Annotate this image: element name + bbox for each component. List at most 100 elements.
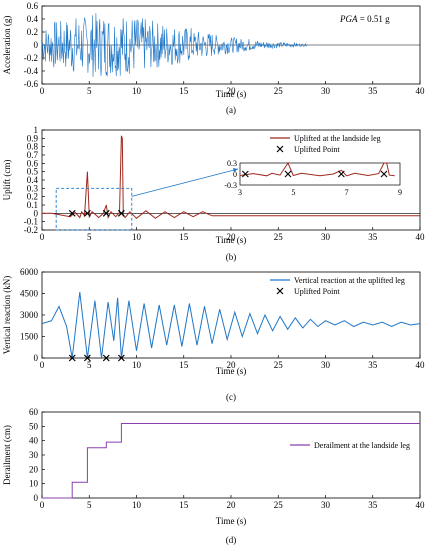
inset-uplift-marker <box>380 170 388 178</box>
y-tick-label: 0.7 <box>27 150 39 160</box>
x-tick-label: 5 <box>87 232 92 242</box>
zoom-arrow <box>131 168 239 197</box>
x-tick-label: 10 <box>132 232 142 242</box>
series-line <box>41 292 421 359</box>
x-tick-label: 10 <box>132 86 142 96</box>
y-axis-label: Uplift (cm) <box>2 160 12 201</box>
y-tick-label: 0.5 <box>27 167 39 177</box>
x-axis-label: Time (s) <box>216 235 246 245</box>
panel-label: (a) <box>226 105 236 115</box>
y-tick-label: 0.2 <box>27 27 38 37</box>
uplift-marker <box>102 354 110 362</box>
x-tick-label: 15 <box>179 232 189 242</box>
y-tick-label: -0.1 <box>24 217 38 227</box>
inset-y-tick-label: 0.3 <box>227 159 237 168</box>
y-tick-label: 0.6 <box>27 1 39 11</box>
legend-label: Derailment at the landside leg <box>314 441 410 450</box>
y-tick-label: 20 <box>29 464 39 474</box>
panel-label: (c) <box>226 392 236 402</box>
inset-uplift-marker <box>241 170 249 178</box>
series-line <box>42 423 420 499</box>
uplift-marker <box>83 354 91 362</box>
zoom-box <box>55 187 133 231</box>
pga-value: = 0.51 g <box>358 14 391 24</box>
y-tick-label: -0.6 <box>24 79 39 89</box>
x-axis-label: Time (s) <box>216 516 246 526</box>
inset-series-line <box>239 161 395 177</box>
x-tick-label: 25 <box>274 360 284 370</box>
x-tick-label: 20 <box>227 360 237 370</box>
x-tick-label: 35 <box>368 86 378 96</box>
y-tick-label: 0 <box>34 208 39 218</box>
legend-label: Uplifted at the landside leg <box>294 134 381 143</box>
uplift-marker <box>102 209 110 217</box>
y-tick-label: 0.4 <box>27 14 39 24</box>
y-tick-label: -0.2 <box>24 53 38 63</box>
inset-uplift-marker <box>284 170 292 178</box>
x-tick-label: 35 <box>368 360 378 370</box>
uplift-marker <box>117 354 125 362</box>
x-tick-label: 40 <box>416 500 426 510</box>
y-axis-label: Vertical reaction (kN) <box>2 276 12 354</box>
y-tick-label: 4500 <box>20 289 39 299</box>
zoom-arrow-head <box>233 168 238 172</box>
legend-label: Vertical reaction at the uplifted leg <box>294 276 405 285</box>
panel-label: (b) <box>226 252 237 262</box>
y-tick-label: 0.4 <box>27 175 39 185</box>
y-tick-label: 6000 <box>20 267 39 277</box>
y-tick-label: 0.3 <box>27 183 39 193</box>
inset-x-tick-label: 3 <box>238 188 242 197</box>
inset-uplift-marker <box>337 170 345 178</box>
inset-frame <box>239 162 401 186</box>
x-tick-label: 20 <box>227 500 237 510</box>
x-tick-label: 40 <box>416 86 426 96</box>
x-tick-label: 15 <box>179 360 189 370</box>
y-tick-label: 0.8 <box>27 142 39 152</box>
y-tick-label: 40 <box>29 436 39 446</box>
y-tick-label: 10 <box>29 479 39 489</box>
y-tick-label: 60 <box>29 407 39 417</box>
x-tick-label: 30 <box>321 500 331 510</box>
y-axis-label: Acceleration (g) <box>2 16 12 75</box>
y-axis-label: Derailment (cm) <box>2 425 12 485</box>
uplift-marker <box>68 354 76 362</box>
x-tick-label: 5 <box>87 500 92 510</box>
y-tick-label: -0.2 <box>24 225 38 235</box>
x-tick-label: 40 <box>416 360 426 370</box>
pga-annotation: PGA = 0.51 g <box>339 14 390 24</box>
inset-y-tick-label: 0 <box>233 170 237 179</box>
y-tick-label: 0 <box>34 493 39 503</box>
x-tick-label: 35 <box>368 500 378 510</box>
y-tick-label: 30 <box>29 450 39 460</box>
y-tick-label: 3000 <box>20 310 39 320</box>
y-tick-label: 0.1 <box>27 200 38 210</box>
y-tick-label: 50 <box>29 421 39 431</box>
x-tick-label: 30 <box>321 86 331 96</box>
panel-d: 0 5 10 15 20 25 30 35 40 0 10 20 30 40 50 60 Time (s) Der… <box>2 407 425 545</box>
x-tick-label: 0 <box>40 232 45 242</box>
x-tick-label: 0 <box>40 86 45 96</box>
inset-y-tick-label: -0.3 <box>224 181 237 190</box>
panel-a: 0 5 10 15 20 25 30 35 40 -0.6 -0.4 -0.2 0 0.2 0.4 0.6 Ti… <box>2 1 425 115</box>
panel-b: 0 5 10 15 20 25 30 35 40-0.2-0.100.10.20.30.40.5… <box>2 125 425 262</box>
legend-marker <box>276 145 284 153</box>
pga-symbol: PGA <box>339 14 358 24</box>
x-axis-label: Time (s) <box>216 89 246 99</box>
x-tick-label: 25 <box>274 86 284 96</box>
y-tick-label: 0.2 <box>27 192 38 202</box>
y-tick-label: 1 <box>34 125 39 135</box>
x-tick-label: 10 <box>132 500 142 510</box>
y-tick-label: 0 <box>34 353 39 363</box>
x-tick-label: 25 <box>274 232 284 242</box>
uplift-marker <box>117 209 125 217</box>
x-tick-label: 25 <box>274 500 284 510</box>
x-tick-label: 15 <box>179 86 189 96</box>
x-tick-label: 20 <box>227 86 237 96</box>
x-tick-label: 30 <box>321 360 331 370</box>
uplift-marker <box>83 209 91 217</box>
x-tick-label: 5 <box>87 86 92 96</box>
x-tick-label: 10 <box>132 360 142 370</box>
panel-label: (d) <box>226 535 237 545</box>
acceleration-series <box>41 13 307 78</box>
